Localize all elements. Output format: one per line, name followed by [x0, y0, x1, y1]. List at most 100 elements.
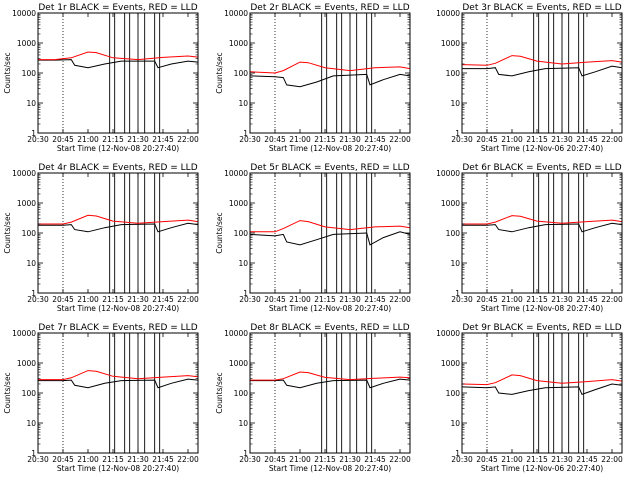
x-axis-label: Start Time (12-Nov-08 20:27:40): [481, 304, 603, 313]
x-tick-label: 20:30: [239, 455, 261, 464]
events-series-line: [249, 73, 411, 88]
y-tick-label: 1000: [17, 359, 36, 368]
panel-5: Det 5r BLACK = Events, RED = LLD 20:30 20:…: [215, 163, 411, 313]
x-tick-label: 20:30: [27, 455, 49, 464]
y-tick-label: 1: [243, 289, 248, 298]
x-tick-label: 20:45: [476, 455, 498, 464]
y-tick-label: 10: [450, 99, 460, 108]
y-axis-label: Counts/sec: [3, 52, 12, 93]
x-tick-label: 21:30: [551, 135, 573, 144]
y-axis-label: Counts/sec: [3, 372, 12, 413]
panel-9: Det 9r BLACK = Events, RED = LLD 20:30 20:…: [436, 323, 623, 473]
events-series-line: [38, 222, 199, 233]
y-tick-label: 10000: [436, 329, 460, 338]
y-tick-label: 10000: [12, 169, 36, 178]
y-tick-label: 10: [450, 419, 460, 428]
y-tick-label: 1000: [229, 359, 248, 368]
y-tick-label: 100: [234, 229, 249, 238]
x-axis-label: Start Time (12-Nov-08 20:27:40): [269, 144, 391, 153]
x-tick-label: 21:30: [339, 135, 361, 144]
y-tick-label: 10000: [224, 9, 248, 18]
x-tick-label: 21:00: [77, 295, 99, 304]
x-tick-label: 20:30: [451, 135, 473, 144]
y-tick-label: 10: [238, 259, 248, 268]
y-tick-label: 1000: [441, 39, 460, 48]
x-tick-label: 21:00: [501, 455, 523, 464]
plot-frame: [249, 332, 411, 454]
y-tick-label: 1: [31, 289, 36, 298]
y-tick-label: 1000: [17, 199, 36, 208]
x-tick-label: 21:15: [526, 295, 548, 304]
panel-6: Det 6r BLACK = Events, RED = LLD 20:30 20:…: [436, 163, 623, 313]
y-tick-label: 10000: [12, 9, 36, 18]
x-tick-label: 21:00: [501, 135, 523, 144]
y-tick-label: 1: [243, 449, 248, 458]
x-tick-label: 20:45: [264, 455, 286, 464]
lld-series-line: [462, 215, 623, 225]
x-tick-label: 21:45: [152, 295, 174, 304]
y-tick-label: 10000: [12, 329, 36, 338]
x-tick-label: 21:30: [551, 295, 573, 304]
panel-title: Det 1r BLACK = Events, RED = LLD: [38, 3, 197, 13]
x-tick-label: 20:45: [264, 295, 286, 304]
x-axis-label: Start Time (12-Nov-08 20:27:40): [57, 464, 179, 473]
events-series-line: [38, 378, 199, 389]
lld-series-line: [250, 371, 411, 381]
x-tick-label: 20:45: [52, 135, 74, 144]
y-tick-label: 1: [243, 129, 248, 138]
y-tick-label: 1: [31, 129, 36, 138]
x-tick-label: 22:00: [601, 455, 623, 464]
events-series-line: [462, 222, 623, 233]
x-axis-label: Start Time (12-Nov-08 20:27:40): [269, 464, 391, 473]
x-tick-label: 20:30: [239, 135, 261, 144]
plot-frame: [461, 172, 623, 294]
panel-title: Det 8r BLACK = Events, RED = LLD: [250, 323, 409, 333]
x-tick-label: 21:15: [526, 135, 548, 144]
y-tick-label: 10000: [224, 329, 248, 338]
y-axis-label: Counts/sec: [215, 372, 224, 413]
y-tick-label: 10: [238, 99, 248, 108]
x-tick-label: 21:15: [102, 455, 124, 464]
x-tick-label: 21:45: [152, 455, 174, 464]
x-axis-label: Start Time (12-Nov-08 20:27:40): [57, 144, 179, 153]
y-tick-label: 100: [22, 229, 37, 238]
y-tick-label: 10: [238, 419, 248, 428]
plot-frame: [37, 12, 199, 134]
y-tick-label: 10: [26, 419, 36, 428]
y-tick-label: 100: [446, 229, 461, 238]
y-tick-label: 100: [446, 389, 461, 398]
y-tick-label: 10000: [436, 169, 460, 178]
lld-series-line: [461, 374, 623, 386]
x-tick-label: 20:30: [239, 295, 261, 304]
x-tick-label: 20:30: [27, 135, 49, 144]
y-tick-label: 100: [234, 389, 249, 398]
x-tick-label: 21:15: [102, 295, 124, 304]
y-tick-label: 1: [31, 449, 36, 458]
y-tick-label: 10: [450, 259, 460, 268]
y-tick-label: 10000: [224, 169, 248, 178]
y-axis-label: Counts/sec: [215, 212, 224, 253]
x-tick-label: 21:30: [127, 135, 149, 144]
x-tick-label: 22:00: [389, 135, 411, 144]
events-series-line: [462, 65, 623, 77]
events-series-line: [38, 59, 199, 69]
x-tick-label: 21:00: [289, 135, 311, 144]
x-axis-label: Start Time (12-Nov-08 20:27:40): [57, 304, 179, 313]
x-tick-label: 21:45: [576, 135, 598, 144]
x-tick-label: 21:00: [77, 455, 99, 464]
y-tick-label: 1: [455, 289, 460, 298]
x-tick-label: 22:00: [177, 135, 199, 144]
x-tick-label: 21:30: [127, 455, 149, 464]
x-axis-label: Start Time (12-Nov-08 20:27:40): [269, 304, 391, 313]
x-tick-label: 21:15: [314, 295, 336, 304]
panel-4: Det 4r BLACK = Events, RED = LLD 20:30 20:…: [3, 163, 199, 313]
y-tick-label: 10: [26, 99, 36, 108]
x-tick-label: 21:15: [314, 135, 336, 144]
y-tick-label: 1000: [441, 199, 460, 208]
panel-1: Det 1r BLACK = Events, RED = LLD 20:30 20:…: [3, 3, 199, 153]
x-tick-label: 22:00: [389, 455, 411, 464]
panel-title: Det 6r BLACK = Events, RED = LLD: [462, 163, 621, 173]
x-tick-label: 22:00: [177, 295, 199, 304]
panel-7: Det 7r BLACK = Events, RED = LLD 20:30 20:…: [3, 323, 199, 473]
